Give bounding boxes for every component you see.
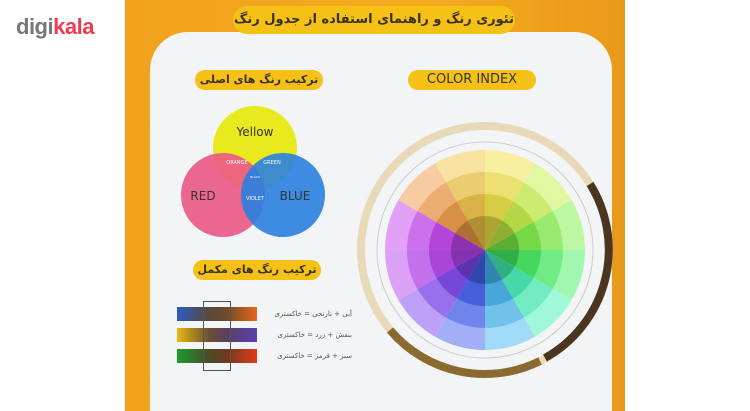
dark-brown-ring-segment [543,181,613,362]
green-red-bar [177,349,257,363]
venn-diagram: Yellow RED BLUE ORANGE GREEN VIOLET BLAC… [181,106,325,237]
poster-title: تئوری رنگ و راهنمای استفاده از جدول رنگ [233,6,515,34]
red-label: RED [190,189,215,203]
complementary-label: آبی + نارنجی = خاکستری [274,310,352,318]
blue-label: BLUE [280,189,311,203]
color-wheel-wedge [468,216,485,250]
red-circle [181,153,265,237]
black-label: BLACK [250,175,261,179]
violet-yellow-bar [177,328,257,342]
color-wheel-wedge [485,216,502,250]
blue-circle [241,153,325,237]
blue-orange-bar [177,307,257,321]
brown-ring-segment [386,327,542,378]
green-label: GREEN [263,160,281,166]
complementary-colors-heading: ترکیب رنگ های مکمل [193,260,321,280]
color-wheel-wedge [451,250,485,267]
violet-label: VIOLET [246,196,265,202]
color-wheel-wedge [455,250,485,280]
color-wheel-wedge [468,250,485,284]
digikala-logo: digikala [16,14,94,39]
color-wheel-wedge [485,250,515,280]
mix-frame [203,301,231,371]
complementary-label: سبز + قرمز = خاکستری [277,352,352,360]
color-wheel-wedge [485,250,519,267]
color-wheel-wedge [485,250,502,284]
yellow-label: Yellow [236,125,274,139]
complementary-label: بنفش + زرد = خاکستری [277,331,352,339]
color-index-heading: COLOR INDEX [408,70,536,90]
color-wheel-wedge [485,220,515,250]
color-wheel [357,122,613,378]
color-wheel-wedge [455,220,485,250]
orange-label: ORANGE [226,160,247,166]
color-wheel-wedge [451,233,485,250]
primary-colors-heading: ترکیب رنگ های اصلی [195,70,323,90]
color-wheel-wedge [485,233,519,250]
